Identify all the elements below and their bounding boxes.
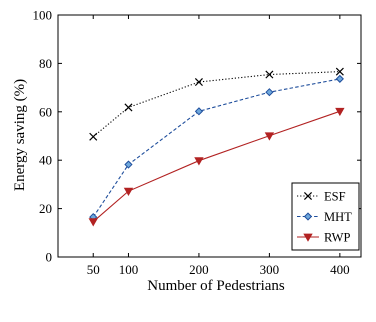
- data-point-rwp: [264, 132, 275, 141]
- legend: ESF MHT RWP: [291, 182, 360, 251]
- data-point-mht: [335, 74, 344, 83]
- y-tick-label: 0: [46, 250, 53, 265]
- y-tick-label: 80: [39, 56, 52, 71]
- x-tick-label: 100: [119, 262, 139, 277]
- x-tick-label: 50: [87, 262, 100, 277]
- series-rwp: [88, 107, 345, 227]
- legend-marker: [303, 233, 313, 242]
- x-tick-label: 300: [260, 262, 280, 277]
- x-tick-label: 200: [189, 262, 209, 277]
- legend-marker: [303, 191, 313, 201]
- data-point-rwp: [335, 107, 345, 117]
- x-axis-ticks: 50 100 200 300 400: [87, 15, 350, 277]
- data-point-rwp: [194, 157, 204, 166]
- data-point-esf-stroke-b: [124, 103, 133, 112]
- data-point-esf-stroke-b: [194, 78, 203, 87]
- y-tick-label: 20: [39, 201, 52, 216]
- legend-item-rwp: RWP: [297, 231, 350, 245]
- data-point-mht: [124, 160, 133, 169]
- data-point-mht: [265, 88, 274, 97]
- data-point-esf-stroke-b: [265, 70, 274, 79]
- data-point-esf-stroke-b: [89, 132, 98, 141]
- legend-item-mht: MHT: [297, 210, 352, 224]
- data-point-esf: [89, 132, 98, 141]
- plot-area-border: [57, 14, 362, 258]
- y-axis-ticks: 0 20 40 60 80 100: [33, 8, 361, 265]
- legend-label: RWP: [324, 231, 350, 245]
- plot-frame: [57, 14, 362, 258]
- legend-marker-stroke-b: [303, 191, 313, 201]
- x-tick-label: 400: [330, 262, 350, 277]
- y-axis-label: Energy saving (%): [12, 79, 28, 191]
- series-esf: [89, 67, 344, 141]
- series-layer: [88, 67, 345, 227]
- legend-marker: [303, 212, 313, 221]
- data-point-esf: [335, 67, 344, 76]
- data-point-rwp: [88, 218, 98, 227]
- data-point-esf-stroke-b: [335, 67, 344, 76]
- legend-label: ESF: [324, 190, 346, 204]
- x-axis-label: Number of Pedestrians: [147, 278, 285, 294]
- data-point-esf: [124, 103, 133, 112]
- data-point-esf: [265, 70, 274, 79]
- series-line-esf: [92, 71, 340, 138]
- y-tick-label: 40: [39, 153, 52, 168]
- data-point-esf: [194, 78, 203, 87]
- legend-item-esf: ESF: [297, 190, 346, 204]
- legend-label: MHT: [324, 210, 352, 224]
- y-tick-label: 100: [33, 8, 53, 23]
- y-tick-label: 60: [39, 104, 52, 119]
- data-point-rwp: [123, 187, 134, 196]
- data-point-mht: [194, 107, 204, 116]
